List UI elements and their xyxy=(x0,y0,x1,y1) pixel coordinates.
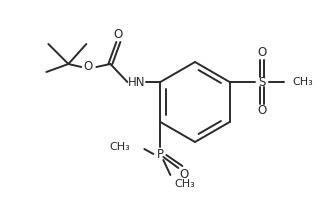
Text: O: O xyxy=(84,60,93,74)
Text: CH₃: CH₃ xyxy=(174,179,195,189)
Text: O: O xyxy=(257,104,266,118)
Text: S: S xyxy=(258,75,265,89)
Text: O: O xyxy=(257,46,266,60)
Text: CH₃: CH₃ xyxy=(293,77,313,87)
Text: HN: HN xyxy=(128,75,145,89)
Text: O: O xyxy=(180,169,189,181)
Text: CH₃: CH₃ xyxy=(109,142,130,152)
Text: O: O xyxy=(114,29,123,41)
Text: P: P xyxy=(157,147,164,161)
